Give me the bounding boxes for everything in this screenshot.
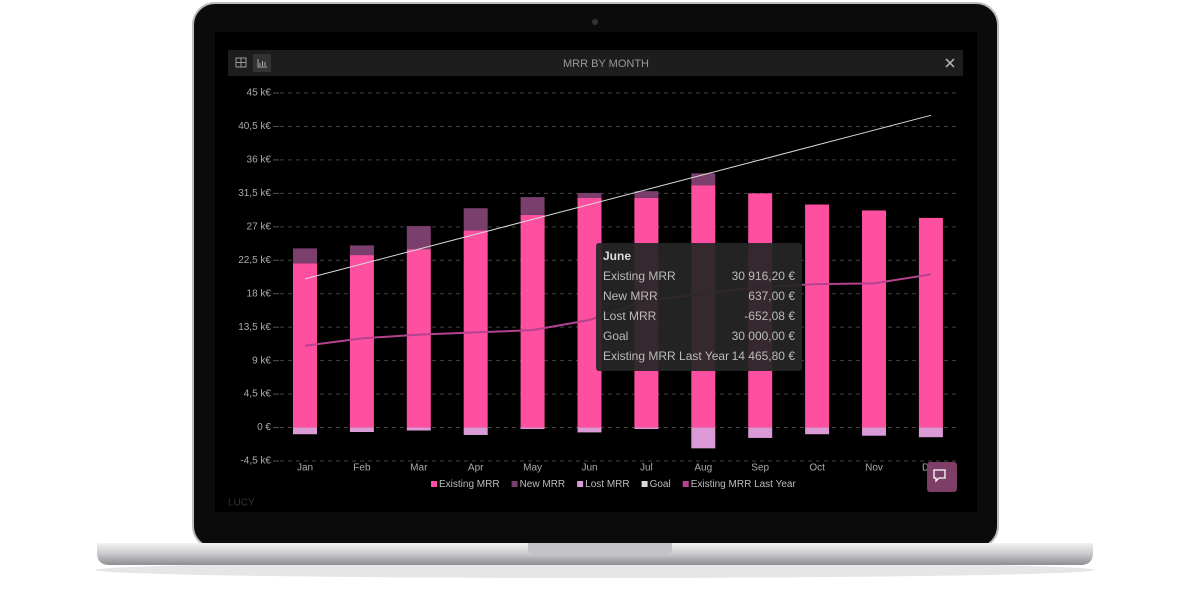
bar-segment [691,173,716,186]
chat-icon [933,469,946,483]
tooltip-value: 14 465,80 € [732,349,796,363]
bar-segment [293,427,317,435]
bar-segment [805,427,830,435]
shadow [95,562,1095,578]
notch [528,543,672,555]
legend-label: Existing MRR Last Year [691,479,797,490]
y-tick-label: 40,5 k€ [238,121,271,132]
legend-swatch [641,481,648,487]
bar-segment [918,217,943,428]
tooltip-value: -652,08 € [744,309,795,323]
y-tick-label: 18 k€ [247,288,272,299]
tooltip [596,243,802,371]
line-series [304,114,932,280]
footer-label: LUCY [228,498,255,509]
table-view-icon[interactable] [235,57,247,68]
bar-segment [577,192,602,198]
y-tick-label: -4,5 k€ [240,456,271,467]
legend-swatch [577,481,584,487]
bar-segment [520,197,545,215]
tooltip-label: Goal [603,329,628,343]
y-tick-label: 31,5 k€ [238,188,271,199]
camera [592,19,598,25]
legend-swatch [431,481,437,487]
y-tick-label: 36 k€ [247,155,272,166]
bar-segment [862,427,886,436]
y-tick-label: 27 k€ [247,221,272,232]
bar-segment [691,427,716,449]
x-tick-label: Apr [468,463,484,474]
x-tick-label: Nov [865,463,883,474]
legend-label: Lost MRR [585,479,629,490]
y-tick-label: 13,5 k€ [238,322,271,333]
tooltip-value: 30 916,20 € [732,269,796,283]
tooltip-label: New MRR [603,289,658,303]
y-tick-label: 45 k€ [247,88,272,99]
bar-segment [577,427,602,433]
bar-segment [349,427,374,433]
y-tick-label: 0 € [257,422,271,433]
legend-label: Goal [650,479,671,490]
tooltip-value: 637,00 € [748,289,795,303]
bar-segment [805,204,830,428]
y-tick-label: 9 k€ [252,355,271,366]
chart-view-icon [257,59,267,68]
x-tick-label: Mar [410,463,428,474]
bar-segment [463,208,488,231]
tooltip-title: June [603,249,631,263]
bar-segment [634,427,659,430]
x-tick-label: Aug [694,463,712,474]
close-button[interactable] [945,58,955,68]
bar-segment [463,427,488,435]
tooltip-label: Existing MRR [603,269,676,283]
bar-segment [349,255,374,428]
tooltip-label: Existing MRR Last Year [603,349,729,363]
bar-segment [463,230,488,428]
bar-segment [862,210,886,428]
bar-segment [748,427,773,438]
bar-segment [406,226,431,250]
bar-segment [918,427,943,438]
x-tick-label: Sep [751,463,769,474]
bar-segment [520,214,545,428]
window-titlebar [228,50,963,76]
bar-segment [293,248,317,264]
y-tick-label: 4,5 k€ [244,389,272,400]
x-tick-label: May [523,463,542,474]
legend-swatch [511,481,518,487]
x-tick-label: Jul [640,463,653,474]
x-tick-label: Oct [809,463,825,474]
chat-button[interactable] [927,462,957,492]
bar-segment [349,245,374,256]
x-tick-label: Feb [353,463,371,474]
bar-segment [520,427,545,430]
x-tick-label: Jan [297,463,313,474]
x-tick-label: Jun [581,463,597,474]
bar-segment [406,249,431,428]
legend-swatch [682,481,689,487]
tooltip-value: 30 000,00 € [732,329,796,343]
window-title: MRR BY MONTH [563,58,649,70]
tooltip-label: Lost MRR [603,309,657,323]
bar-segment [634,191,659,198]
y-tick-label: 22,5 k€ [238,255,271,266]
bar-segment [406,427,431,431]
legend-label: Existing MRR [439,479,500,490]
legend-label: New MRR [520,479,566,490]
